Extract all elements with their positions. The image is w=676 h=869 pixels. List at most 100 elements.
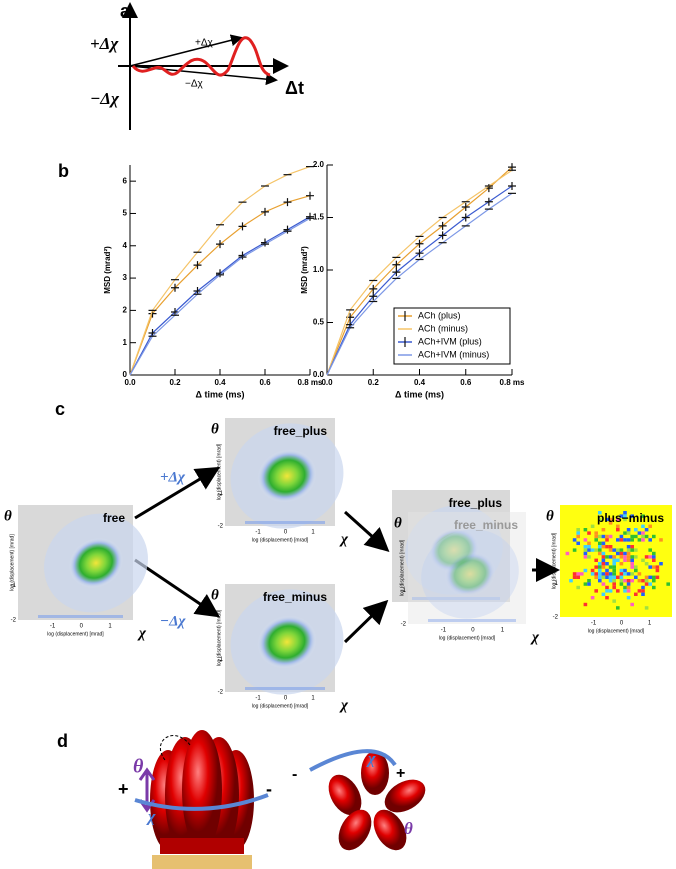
y-tick-label: 5	[123, 209, 128, 218]
heatmap-cell	[630, 565, 634, 569]
y-axis-label: log (displacement) [mrad]	[9, 534, 15, 591]
x-tick-label: 0.6	[259, 378, 271, 387]
heatmap	[225, 584, 344, 695]
heatmap-cell	[601, 528, 606, 532]
heatmap-cell	[623, 551, 627, 556]
heatmap-cell	[608, 555, 613, 559]
heatmap-cell	[623, 579, 627, 583]
heatmap-cell	[594, 558, 598, 562]
heatmap-cell	[580, 572, 584, 576]
y-tick-label: -2	[553, 615, 559, 621]
heatmap-cell	[641, 558, 645, 562]
label: +	[118, 779, 129, 799]
heatmap-cell	[619, 562, 624, 566]
y-axis-label: MSD (mrad²)	[103, 246, 112, 294]
heatmap-cell	[634, 548, 638, 552]
heatmap-cell	[601, 555, 606, 559]
heatmap-cell	[634, 568, 638, 573]
x-tick-label: 0.0	[321, 378, 333, 387]
heatmap-cell	[605, 589, 609, 593]
heatmap-cell	[626, 528, 631, 532]
x-tick-label: 0	[80, 624, 84, 630]
heatmap-cell	[594, 565, 598, 569]
arrow	[129, 34, 243, 67]
marker	[461, 213, 470, 222]
heatmap-cell	[605, 545, 609, 549]
heatmap-cell	[590, 548, 595, 552]
label: −Δχ	[160, 613, 186, 629]
heatmap-title: free_plus	[274, 424, 328, 438]
label: θ	[133, 756, 144, 778]
heatmap-cell	[612, 572, 616, 576]
heatmap-cell	[601, 592, 606, 596]
heatmap-cell	[612, 555, 616, 559]
marker	[392, 268, 401, 277]
heatmap-cell	[637, 572, 642, 576]
heatmap-cell	[605, 562, 609, 566]
heatmap-cell	[605, 596, 609, 600]
heatmap-cell	[619, 572, 624, 576]
x-tick-label: 1	[311, 530, 315, 536]
heatmap-cell	[569, 579, 573, 583]
marker	[306, 191, 314, 200]
y-tick-label: 1.5	[313, 213, 325, 222]
heatmap-cell	[583, 528, 588, 532]
heatmap-cell	[634, 565, 638, 569]
heatmap	[225, 418, 344, 529]
heatmap-cell	[623, 517, 627, 522]
heatmap-cell	[594, 572, 598, 576]
heatmap-cell	[605, 568, 609, 573]
x-tick-label: 1	[648, 621, 652, 627]
heatmap-cell	[612, 582, 616, 586]
label: -	[292, 766, 297, 783]
y-tick-label: 0	[123, 370, 128, 379]
heatmap-cell	[576, 541, 580, 545]
heatmap-cell	[626, 555, 631, 559]
heatmap-cell	[616, 589, 620, 593]
heatmap-blob	[444, 551, 496, 597]
heatmap-cell	[587, 579, 591, 583]
heatmap-cell	[655, 575, 660, 579]
heatmap-cell	[644, 534, 649, 539]
heatmap-cell	[652, 575, 656, 579]
heatmap-cell	[576, 528, 580, 532]
heatmap-cell	[583, 582, 588, 586]
x-axis-label: log (displacement) [mrad]	[252, 537, 309, 543]
marker	[238, 222, 247, 231]
heatmap-title: plus−minus	[597, 511, 664, 525]
heatmap-cell	[641, 585, 645, 590]
heatmap-cell	[608, 545, 613, 549]
heatmap-cell	[612, 599, 616, 603]
x-tick-label: 0.8 ms	[298, 378, 323, 387]
heatmap-cell	[608, 534, 613, 539]
marker	[369, 284, 378, 293]
panel-label: b	[58, 161, 69, 181]
heatmap-cell	[601, 534, 606, 539]
heatmap-band	[245, 687, 325, 690]
heatmap-cell	[598, 548, 602, 552]
heatmap-cell	[608, 579, 613, 583]
heatmap-cell	[605, 585, 609, 590]
heatmap-cell	[630, 534, 634, 539]
heatmap-cell	[641, 579, 645, 583]
heatmap-cell	[630, 514, 634, 518]
heatmap-blob	[257, 449, 317, 503]
x-tick-label: 0.4	[214, 378, 226, 387]
x-tick-label: 0.6	[460, 378, 472, 387]
label: +Δχ	[160, 469, 186, 485]
heatmap-cell	[626, 589, 631, 593]
heatmap-cell	[652, 579, 656, 583]
theta-label: θ	[211, 587, 219, 603]
heatmap-cell	[626, 531, 631, 535]
heatmap-cell	[612, 548, 616, 552]
x-tick-label: 0.8 ms	[500, 378, 525, 387]
heatmap	[18, 505, 148, 620]
y-tick-label: 1.0	[313, 265, 325, 274]
heatmap-cell	[634, 575, 638, 579]
x-tick-label: -1	[591, 621, 597, 627]
stem	[160, 838, 244, 854]
heatmap-cell	[648, 548, 652, 552]
x-tick-label: -1	[441, 628, 447, 634]
heatmap-cell	[626, 548, 631, 552]
